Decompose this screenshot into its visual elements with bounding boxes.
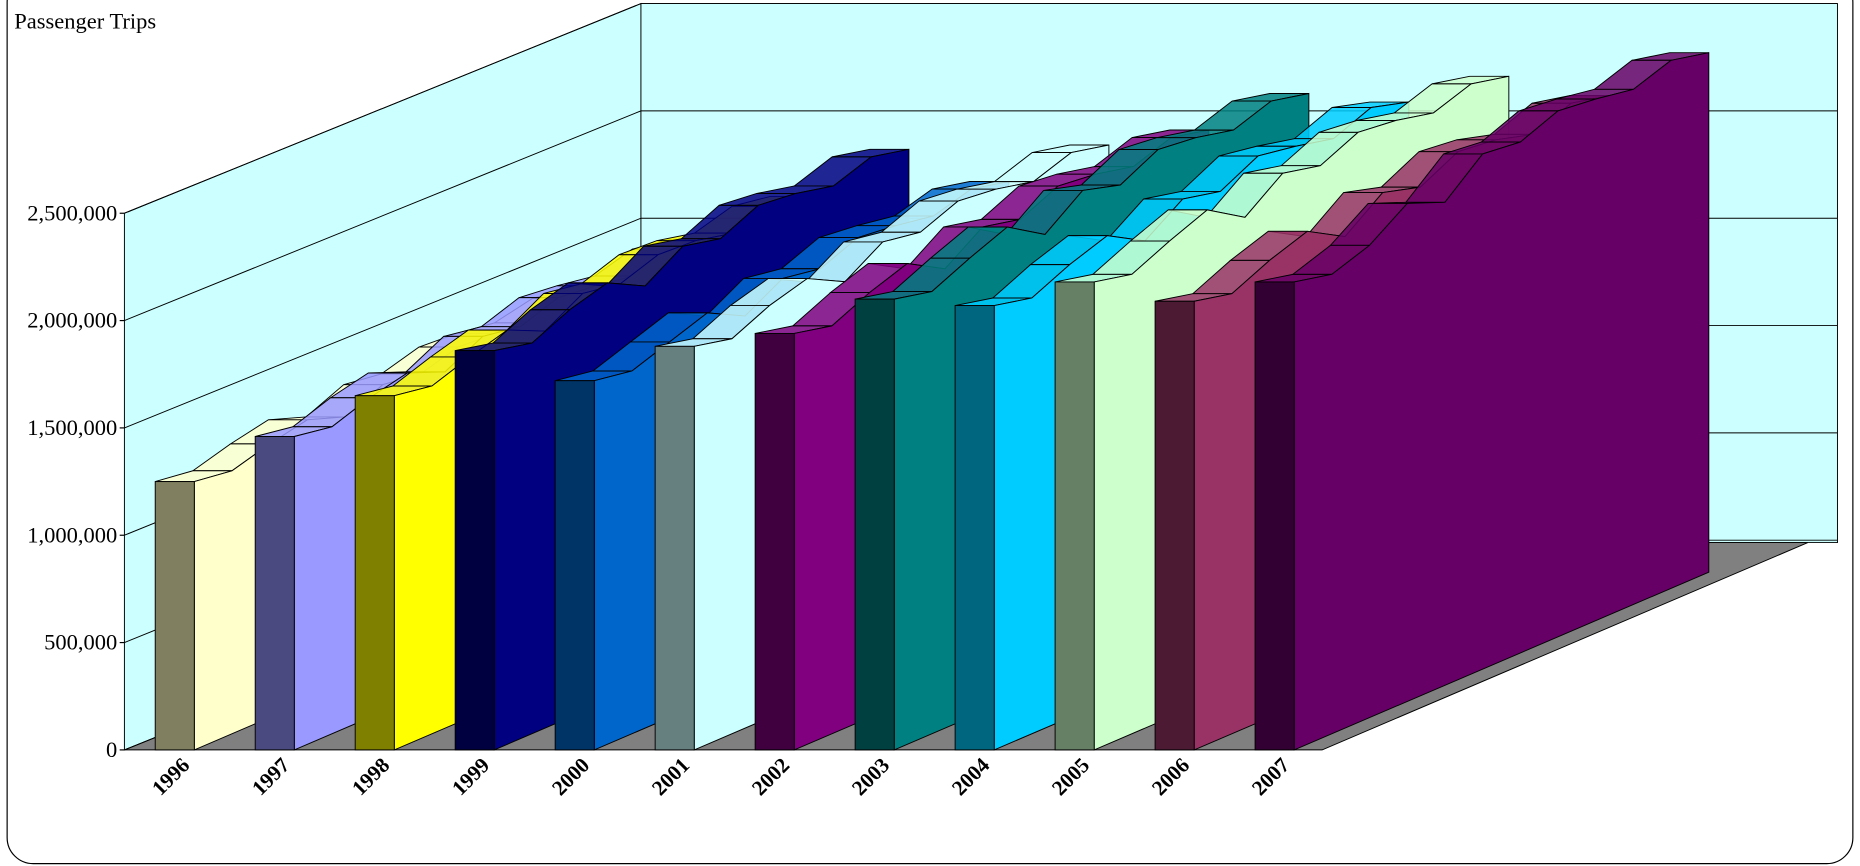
area-side — [1293, 52, 1710, 751]
area-front — [154, 481, 195, 751]
y-tick-label: 0 — [106, 737, 117, 762]
y-tick-label: 2,000,000 — [27, 308, 117, 333]
area-front — [1154, 300, 1195, 751]
area-front — [454, 350, 495, 751]
area-front — [354, 395, 395, 751]
y-tick-label: 1,500,000 — [27, 415, 117, 440]
area-front — [654, 345, 695, 751]
area-front — [254, 436, 295, 751]
grid-line — [124, 3, 1838, 214]
area-front — [954, 305, 995, 751]
y-tick-label: 2,500,000 — [27, 200, 117, 225]
area-front — [854, 298, 895, 751]
area-front — [1054, 281, 1095, 751]
area-front — [1254, 281, 1295, 751]
y-tick-label: 1,000,000 — [27, 522, 117, 547]
area-front — [754, 332, 795, 751]
area-front — [554, 380, 595, 751]
chart-title: Passenger Trips — [14, 8, 156, 33]
y-tick-label: 500,000 — [44, 630, 117, 655]
